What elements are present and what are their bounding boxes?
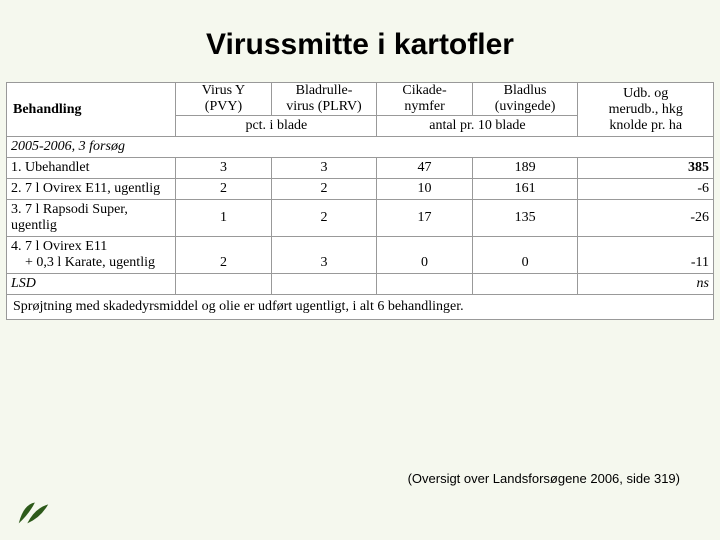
table-row: 3. 7 l Rapsodi Super, ugentlig 1 2 17 13… bbox=[7, 200, 714, 237]
cell: 161 bbox=[472, 179, 578, 200]
col-behandling: Behandling bbox=[7, 83, 176, 137]
lsd-label: LSD bbox=[7, 274, 176, 295]
cell-yield: -6 bbox=[578, 179, 714, 200]
table-row: 4. 7 l Ovirex E11 + 0,3 l Karate, ugentl… bbox=[7, 237, 714, 274]
table-header-row: Behandling Virus Y(PVY) Bladrulle-virus … bbox=[7, 83, 714, 116]
col-udb: Udb. ogmerudb., hkgknolde pr. ha bbox=[578, 83, 714, 137]
cell: 2 bbox=[176, 237, 271, 274]
cell bbox=[271, 274, 377, 295]
sub-pct-blade: pct. i blade bbox=[176, 116, 377, 137]
note-row: Sprøjtning med skadedyrsmiddel og olie e… bbox=[7, 295, 714, 320]
cell-yield: 385 bbox=[578, 158, 714, 179]
treatment-label: 4. 7 l Ovirex E11 + 0,3 l Karate, ugentl… bbox=[7, 237, 176, 274]
col-virus-y: Virus Y(PVY) bbox=[176, 83, 271, 116]
cell: 17 bbox=[377, 200, 472, 237]
cell bbox=[176, 274, 271, 295]
lsd-value: ns bbox=[578, 274, 714, 295]
treatment-label: 3. 7 l Rapsodi Super, ugentlig bbox=[7, 200, 176, 237]
data-table: Behandling Virus Y(PVY) Bladrulle-virus … bbox=[6, 82, 714, 320]
lsd-row: LSD ns bbox=[7, 274, 714, 295]
col-plrv: Bladrulle-virus (PLRV) bbox=[271, 83, 377, 116]
cell: 3 bbox=[271, 237, 377, 274]
col-cikade: Cikade-nymfer bbox=[377, 83, 472, 116]
table-row: 1. Ubehandlet 3 3 47 189 385 bbox=[7, 158, 714, 179]
cell: 2 bbox=[271, 200, 377, 237]
cell: 10 bbox=[377, 179, 472, 200]
footer-citation: (Oversigt over Landsforsøgene 2006, side… bbox=[408, 471, 680, 486]
treatment-label: 2. 7 l Ovirex E11, ugentlig bbox=[7, 179, 176, 200]
page-title: Virussmitte i kartofler bbox=[0, 0, 720, 82]
cell bbox=[377, 274, 472, 295]
cell: 0 bbox=[377, 237, 472, 274]
treatment-label: 1. Ubehandlet bbox=[7, 158, 176, 179]
cell-yield: -11 bbox=[578, 237, 714, 274]
col-bladlus: Bladlus(uvingede) bbox=[472, 83, 578, 116]
section-title: 2005-2006, 3 forsøg bbox=[7, 137, 714, 158]
cell: 47 bbox=[377, 158, 472, 179]
table-note: Sprøjtning med skadedyrsmiddel og olie e… bbox=[7, 295, 714, 320]
cell: 0 bbox=[472, 237, 578, 274]
section-row: 2005-2006, 3 forsøg bbox=[7, 137, 714, 158]
cell bbox=[472, 274, 578, 295]
cell: 2 bbox=[271, 179, 377, 200]
cell: 189 bbox=[472, 158, 578, 179]
cell: 3 bbox=[271, 158, 377, 179]
sub-antal-blade: antal pr. 10 blade bbox=[377, 116, 578, 137]
cell: 3 bbox=[176, 158, 271, 179]
cell: 1 bbox=[176, 200, 271, 237]
table-row: 2. 7 l Ovirex E11, ugentlig 2 2 10 161 -… bbox=[7, 179, 714, 200]
leaf-icon bbox=[14, 496, 52, 526]
cell-yield: -26 bbox=[578, 200, 714, 237]
cell: 135 bbox=[472, 200, 578, 237]
cell: 2 bbox=[176, 179, 271, 200]
